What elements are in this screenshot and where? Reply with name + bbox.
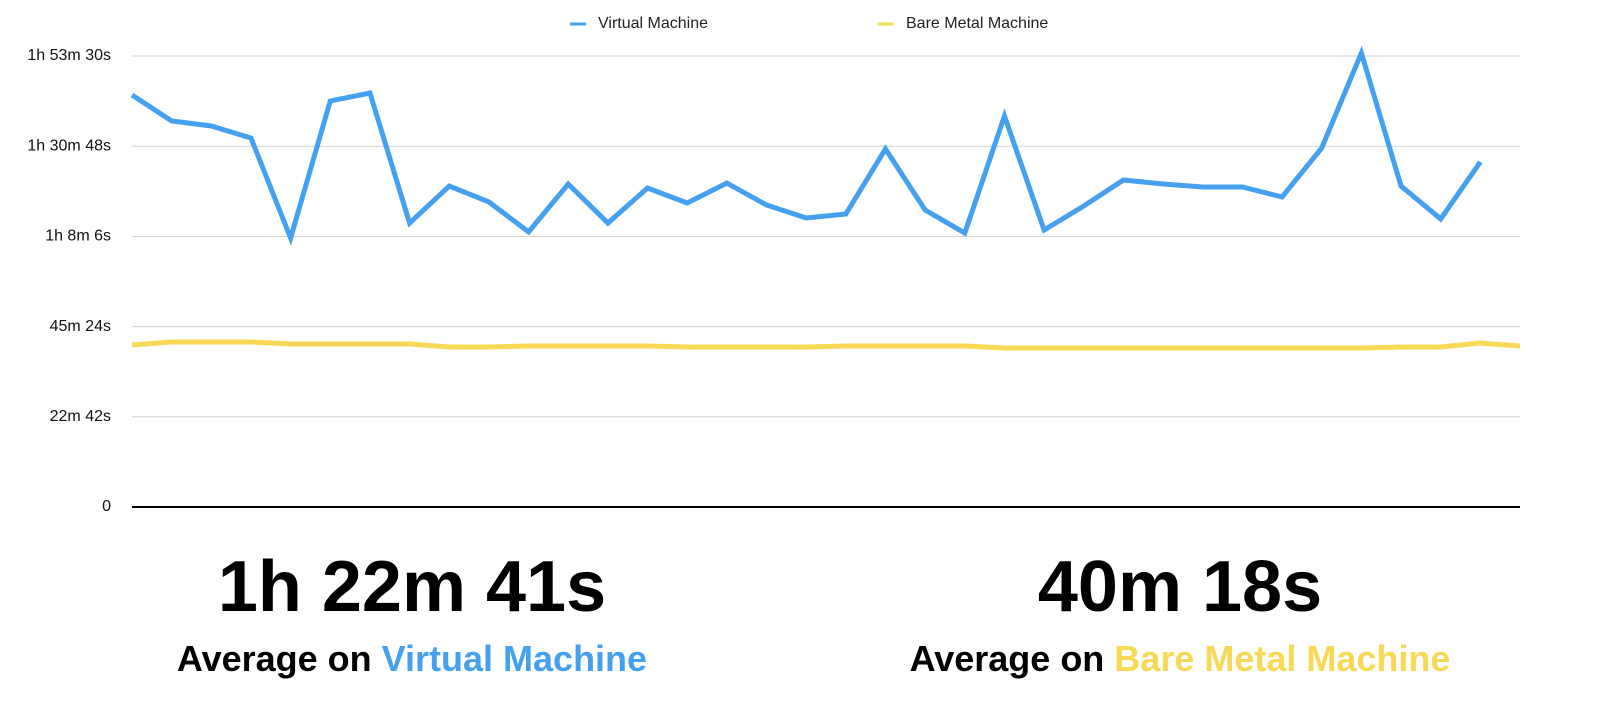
average-value: 1h 22m 41s xyxy=(218,547,606,627)
y-tick-label: 1h 8m 6s xyxy=(45,228,111,245)
average-caption: Average on Virtual Machine xyxy=(177,638,647,679)
y-tick-label: 1h 53m 30s xyxy=(27,47,111,64)
caption-prefix: Average on xyxy=(910,638,1115,679)
average-value: 40m 18s xyxy=(1038,547,1322,627)
y-tick-label: 45m 24s xyxy=(50,318,111,335)
y-tick-label: 22m 42s xyxy=(50,408,111,425)
caption-series: Virtual Machine xyxy=(382,638,647,679)
series-line xyxy=(131,339,1521,351)
caption-series: Bare Metal Machine xyxy=(1114,638,1450,679)
y-tick-label: 0 xyxy=(102,498,111,515)
caption-prefix: Average on xyxy=(177,638,382,679)
legend-label: Virtual Machine xyxy=(598,15,708,32)
y-tick-label: 1h 30m 48s xyxy=(27,137,111,154)
average-caption: Average on Bare Metal Machine xyxy=(910,638,1451,679)
series-line xyxy=(130,45,1483,246)
legend-label: Bare Metal Machine xyxy=(906,15,1048,32)
